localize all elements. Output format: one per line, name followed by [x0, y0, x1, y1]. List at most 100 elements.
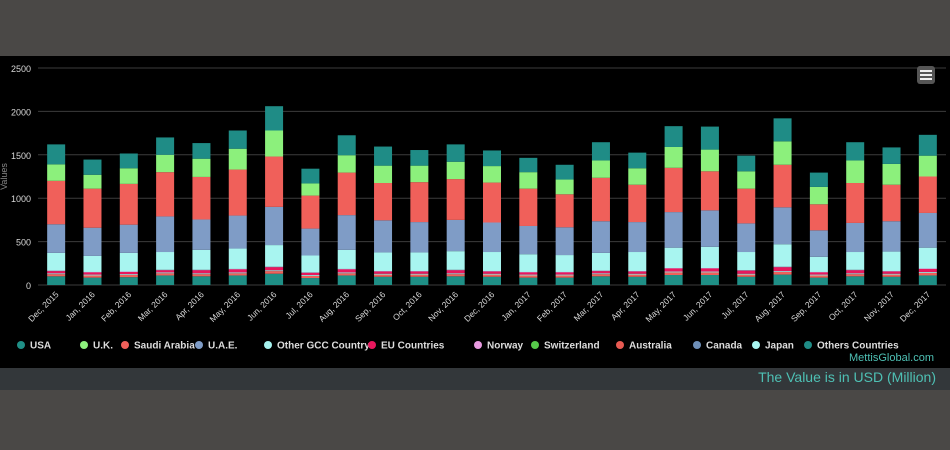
bar-segment-10-14[interactable]: [410, 165, 429, 183]
bar-segment-15-2[interactable]: [591, 274, 610, 277]
bar-segment-18-0[interactable]: [700, 275, 719, 285]
bar-segment-5-4[interactable]: [228, 272, 247, 274]
bar-segment-0-15[interactable]: [47, 144, 66, 165]
bar-segment-12-0[interactable]: [483, 276, 501, 285]
bar-segment-11-4[interactable]: [446, 273, 465, 275]
bar-segment-17-2[interactable]: [664, 272, 683, 276]
bar-segment-2-10[interactable]: [119, 252, 138, 272]
bar-segment-22-15[interactable]: [846, 142, 865, 161]
bar-segment-6-12[interactable]: [265, 206, 284, 246]
bar-segment-21-2[interactable]: [809, 275, 828, 278]
bar-segment-12-5[interactable]: [483, 271, 501, 274]
bar-segment-18-5[interactable]: [700, 268, 719, 272]
bar-segment-6-4[interactable]: [265, 270, 284, 272]
bar-segment-8-2[interactable]: [337, 273, 356, 276]
bar-segment-15-0[interactable]: [591, 276, 610, 285]
legend-item[interactable]: Saudi Arabia: [134, 341, 195, 352]
bar-segment-5-10[interactable]: [228, 248, 247, 269]
bar-segment-3-10[interactable]: [156, 252, 175, 270]
legend-item[interactable]: Others Countries: [817, 341, 899, 352]
bar-segment-2-13[interactable]: [119, 183, 138, 225]
bar-segment-19-0[interactable]: [737, 276, 756, 285]
bar-segment-15-14[interactable]: [591, 160, 610, 178]
bar-segment-7-13[interactable]: [301, 195, 320, 229]
bar-segment-18-4[interactable]: [700, 271, 719, 273]
bar-segment-10-12[interactable]: [410, 222, 429, 253]
bar-segment-2-4[interactable]: [119, 274, 138, 276]
bar-segment-5-13[interactable]: [228, 169, 247, 216]
bar-segment-9-13[interactable]: [374, 183, 393, 221]
bar-segment-21-13[interactable]: [809, 204, 828, 231]
bar-segment-4-14[interactable]: [192, 158, 211, 177]
bar-segment-17-10[interactable]: [664, 247, 683, 269]
hamburger-menu-icon[interactable]: [917, 66, 935, 84]
bar-segment-12-4[interactable]: [483, 273, 501, 275]
bar-segment-0-5[interactable]: [47, 271, 66, 274]
bar-segment-15-15[interactable]: [591, 142, 610, 161]
bar-segment-3-14[interactable]: [156, 154, 175, 173]
bar-segment-20-2[interactable]: [773, 271, 792, 275]
bar-segment-20-4[interactable]: [773, 271, 792, 272]
bar-segment-23-14[interactable]: [882, 163, 901, 185]
bar-segment-7-14[interactable]: [301, 183, 320, 196]
bar-segment-21-15[interactable]: [809, 172, 828, 187]
bar-segment-20-0[interactable]: [773, 274, 792, 285]
legend-marker-11[interactable]: [804, 341, 812, 349]
bar-segment-5-5[interactable]: [228, 269, 247, 273]
bar-segment-13-13[interactable]: [519, 188, 538, 226]
bar-segment-14-13[interactable]: [555, 194, 574, 228]
bar-segment-16-12[interactable]: [628, 222, 647, 253]
bar-segment-0-2[interactable]: [47, 274, 66, 277]
legend-marker-4[interactable]: [264, 341, 272, 349]
bar-segment-21-0[interactable]: [809, 277, 828, 285]
bar-segment-22-0[interactable]: [846, 276, 865, 285]
bar-segment-11-2[interactable]: [446, 274, 465, 277]
bar-segment-22-4[interactable]: [846, 273, 865, 275]
bar-segment-9-15[interactable]: [374, 146, 393, 166]
bar-segment-2-12[interactable]: [119, 224, 138, 253]
bar-segment-14-0[interactable]: [555, 277, 574, 285]
legend-marker-3[interactable]: [195, 341, 203, 349]
bar-segment-20-15[interactable]: [773, 118, 792, 142]
bar-segment-19-10[interactable]: [737, 252, 756, 271]
bar-segment-8-14[interactable]: [337, 155, 356, 173]
bar-segment-10-0[interactable]: [410, 276, 429, 285]
legend-item[interactable]: Switzerland: [544, 341, 600, 352]
bar-segment-9-5[interactable]: [374, 271, 393, 274]
bar-segment-7-12[interactable]: [301, 228, 320, 256]
bar-segment-9-0[interactable]: [374, 276, 393, 285]
bar-segment-9-12[interactable]: [374, 220, 393, 253]
bar-segment-13-10[interactable]: [519, 254, 538, 272]
bar-segment-10-4[interactable]: [410, 273, 429, 275]
bar-segment-7-5[interactable]: [301, 272, 320, 276]
bar-segment-24-2[interactable]: [918, 272, 937, 276]
legend-marker-0[interactable]: [17, 341, 25, 349]
legend-item[interactable]: U.K.: [93, 341, 113, 352]
bar-segment-17-15[interactable]: [664, 126, 683, 147]
bar-segment-2-2[interactable]: [119, 275, 138, 278]
bar-segment-0-12[interactable]: [47, 224, 66, 253]
bar-segment-24-14[interactable]: [918, 155, 937, 177]
bar-segment-10-13[interactable]: [410, 182, 429, 223]
bar-segment-14-14[interactable]: [555, 179, 574, 195]
bar-segment-20-13[interactable]: [773, 164, 792, 208]
legend-item[interactable]: USA: [30, 341, 51, 352]
bar-segment-20-10[interactable]: [773, 244, 792, 267]
bar-segment-20-14[interactable]: [773, 141, 792, 165]
bar-segment-3-13[interactable]: [156, 172, 175, 217]
bar-segment-14-10[interactable]: [555, 255, 574, 272]
bar-segment-8-10[interactable]: [337, 249, 356, 269]
bar-segment-0-0[interactable]: [47, 276, 66, 285]
bar-segment-1-13[interactable]: [83, 188, 102, 228]
bar-segment-11-14[interactable]: [446, 161, 465, 180]
bar-segment-0-13[interactable]: [47, 180, 66, 225]
bar-segment-6-15[interactable]: [265, 106, 284, 131]
bar-segment-24-15[interactable]: [918, 134, 937, 156]
bar-segment-15-13[interactable]: [591, 177, 610, 222]
bar-segment-7-15[interactable]: [301, 168, 320, 184]
bar-segment-1-12[interactable]: [83, 227, 102, 256]
bar-segment-13-0[interactable]: [519, 277, 538, 285]
bar-segment-6-0[interactable]: [265, 273, 284, 285]
bar-segment-1-0[interactable]: [83, 277, 102, 285]
bar-segment-9-10[interactable]: [374, 252, 393, 272]
